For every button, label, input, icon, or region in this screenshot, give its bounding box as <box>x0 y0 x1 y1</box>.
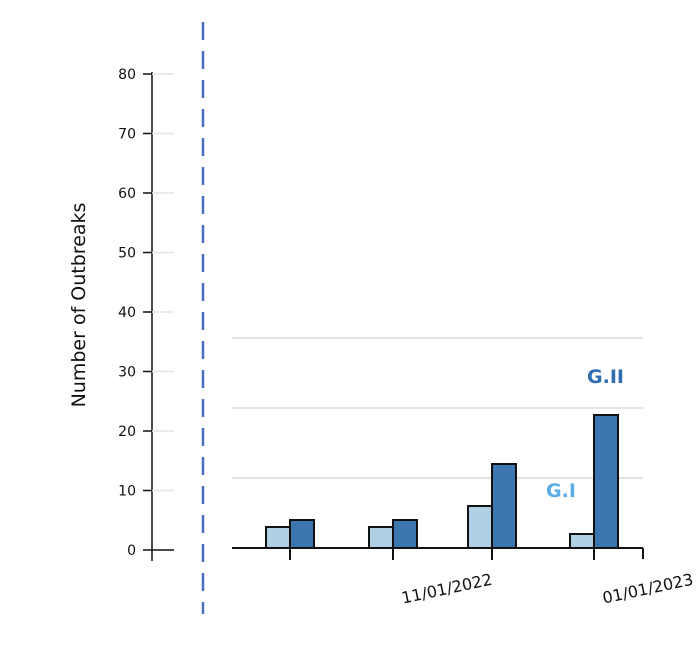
bar-gi-0 <box>265 526 291 549</box>
bar-gii-2 <box>491 463 517 549</box>
bar-gi-3 <box>569 533 595 549</box>
left-axis-tick-label: 70 <box>118 127 136 143</box>
x-axis: 11/01/2022 01/01/2023 <box>232 547 695 608</box>
left-axis-tick-label: 50 <box>118 246 136 262</box>
series-label-gii: G.II <box>587 366 624 388</box>
left-axis-tick-label: 20 <box>118 424 136 440</box>
series-label-gi: G.I <box>546 480 576 502</box>
left-axis-tick-label: 40 <box>118 305 136 321</box>
left-axis-tick-label: 10 <box>118 484 136 500</box>
gridlines <box>232 337 643 479</box>
bar-gii-1 <box>392 519 418 549</box>
left-axis-tick-label: 0 <box>127 543 136 559</box>
bar-gii-3 <box>593 414 619 549</box>
bar-gi-1 <box>368 526 394 549</box>
left-axis-tick-label: 80 <box>118 67 136 83</box>
bar-gi-2 <box>467 505 493 549</box>
left-y-axis: 0 10 20 30 40 50 60 70 80 <box>118 67 174 561</box>
x-axis-tick-label: 01/01/2023 <box>601 570 695 608</box>
x-axis-tick-label: 11/01/2022 <box>400 570 494 608</box>
left-axis-tick-label: 30 <box>118 365 136 381</box>
y-axis-label: Number of Outbreaks <box>68 203 90 408</box>
left-axis-tick-label: 60 <box>118 186 136 202</box>
bars <box>265 414 619 549</box>
bar-gii-0 <box>289 519 315 549</box>
